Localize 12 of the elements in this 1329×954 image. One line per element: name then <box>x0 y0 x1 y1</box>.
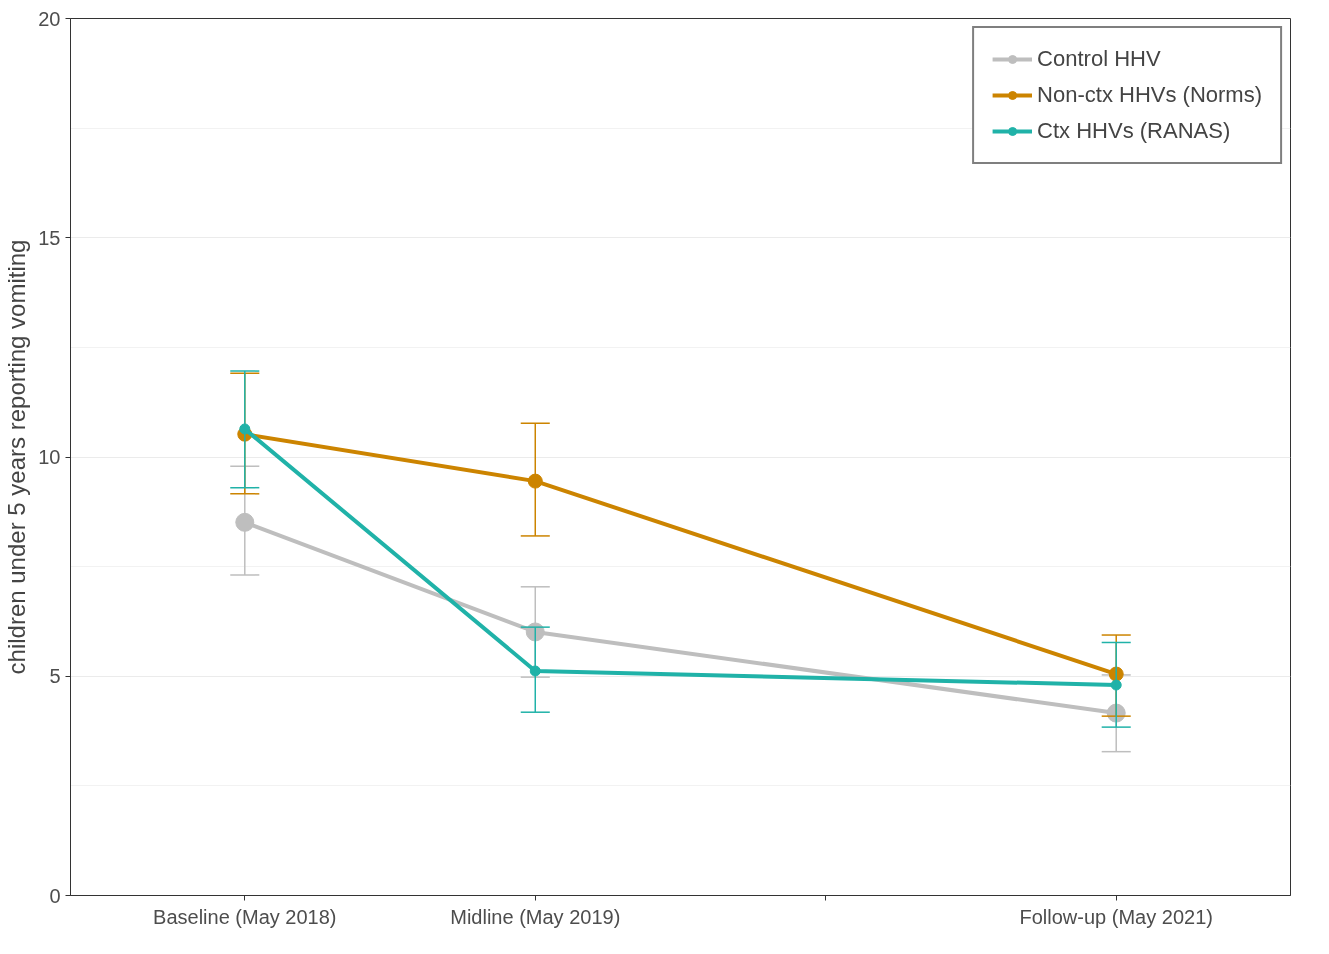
y-tick-label: 10 <box>38 446 61 468</box>
y-tick-label: 20 <box>38 7 61 30</box>
legend-label: Non-ctx HHVs (Norms) <box>1037 82 1262 108</box>
legend-label: Control HHV <box>1037 46 1161 72</box>
x-tick-label: Follow-up (May 2021) <box>1019 905 1213 928</box>
legend-label: Ctx HHVs (RANAS) <box>1037 118 1231 144</box>
y-tick-label: 15 <box>38 226 61 249</box>
y-tick-label: 0 <box>49 884 61 907</box>
y-tick-label: 5 <box>49 665 61 688</box>
y-axis-title: children under 5 years reporting vomiting <box>3 239 31 675</box>
x-tick-label: Baseline (May 2018) <box>153 905 337 928</box>
x-tick-label: Midline (May 2019) <box>450 905 621 928</box>
